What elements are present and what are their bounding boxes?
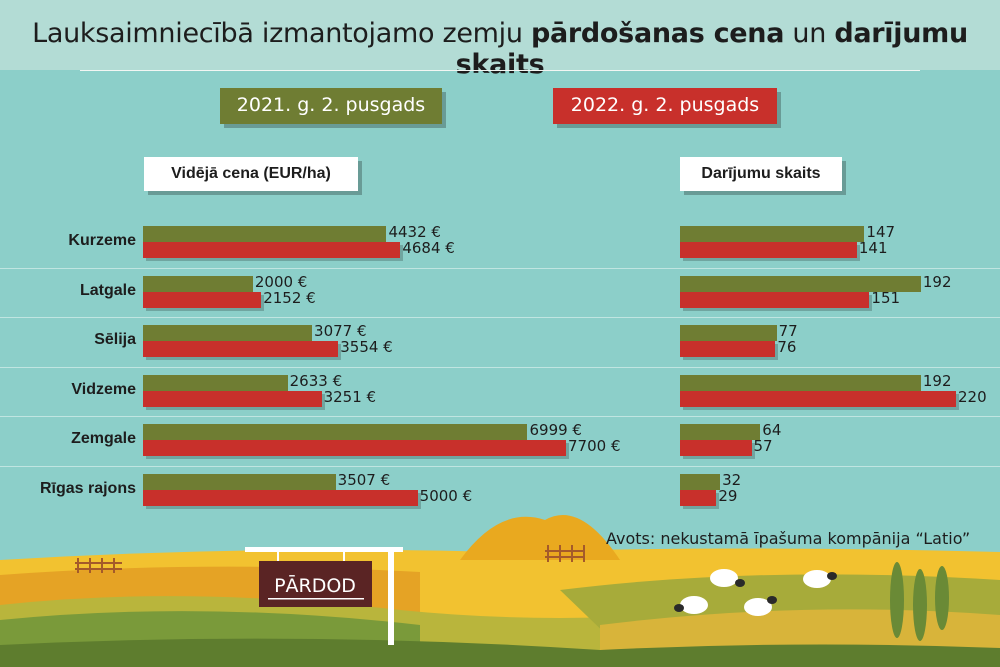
deals-value-2022-vidzeme: 220	[958, 387, 987, 406]
deals-bar-2021-rīgas-rajons	[680, 474, 721, 490]
deals-bar-2022-zemgale	[680, 440, 752, 457]
deals-value-2022-sēlija: 76	[777, 338, 797, 357]
price-bar-2022-kurzeme	[143, 242, 401, 258]
deals-bar-2022-latgale	[680, 291, 870, 308]
haystack-hills	[460, 515, 620, 560]
trees	[890, 562, 949, 641]
deals-value-2021-zemgale: 64	[762, 421, 782, 440]
title-bold-2: darījumu skaits	[455, 18, 969, 80]
price-value-2022-kurzeme: 4684 €	[402, 239, 455, 257]
title-bold-1: pārdošanas cena	[530, 18, 785, 49]
price-value-2022-sēlija: 3554 €	[340, 338, 393, 357]
deals-value-2021-vidzeme: 192	[922, 371, 952, 390]
title-text-2: un	[784, 18, 835, 49]
price-value-2021-rīgas-rajons: 3507 €	[337, 471, 391, 489]
row-divider	[0, 317, 1000, 319]
region-label-vidzeme: Vidzeme	[71, 380, 136, 398]
sheep-3	[674, 596, 708, 614]
price-bar-2022-latgale	[143, 291, 262, 308]
row-divider	[0, 466, 1000, 467]
deals-bar-2021-vidzeme	[680, 374, 921, 391]
deals-bar-2021-kurzeme	[680, 226, 865, 242]
row-divider	[0, 267, 1000, 269]
sign-text: PĀRDOD	[274, 573, 356, 597]
price-value-2021-vidzeme: 2633 €	[289, 371, 343, 390]
price-value-2022-rīgas-rajons: 5000 €	[419, 487, 473, 505]
deals-bar-2022-sēlija	[680, 341, 776, 358]
region-label-rīgas-rajons: Rīgas rajons	[39, 480, 136, 497]
price-bar-2021-rīgas-rajons	[143, 474, 336, 490]
price-chart-title: Vidējā cena (EUR/ha)	[144, 157, 358, 191]
price-bar-2021-kurzeme	[143, 226, 387, 242]
source-note: Avots: nekustamā īpašuma kompānija “Lati…	[606, 529, 971, 548]
price-bar-2022-sēlija	[143, 341, 339, 358]
title-divider	[80, 70, 920, 71]
region-label-latgale: Latgale	[79, 281, 136, 299]
deals-value-2021-sēlija: 77	[778, 322, 798, 341]
deals-bar-2022-kurzeme	[680, 242, 857, 258]
sheep-4	[744, 596, 777, 616]
title-text-1: Lauksaimniecībā izmantojamo zemju	[32, 18, 531, 49]
price-value-2021-zemgale: 6999 €	[529, 421, 582, 440]
row-divider	[0, 366, 1000, 368]
for-sale-signpost	[245, 547, 403, 645]
deals-bar-2021-latgale	[680, 275, 921, 292]
price-value-2021-sēlija: 3077 €	[314, 322, 367, 341]
deals-value-2021-rīgas-rajons: 32	[722, 471, 742, 489]
legend-2022: 2022. g. 2. pusgads	[553, 88, 777, 124]
region-label-zemgale: Zemgale	[71, 430, 136, 448]
region-label-sēlija: Sēlija	[94, 331, 136, 349]
deals-value-2022-rīgas-rajons: 29	[718, 487, 738, 505]
deals-bar-2022-rīgas-rajons	[680, 490, 717, 506]
price-value-2022-zemgale: 7700 €	[568, 437, 621, 456]
deals-chart-title: Darījumu skaits	[680, 157, 842, 191]
price-bar-2021-latgale	[143, 275, 253, 292]
deals-bar-2021-sēlija	[680, 325, 777, 342]
legend-2021: 2021. g. 2. pusgads	[220, 88, 442, 124]
price-value-2022-latgale: 2152 €	[263, 288, 316, 307]
page-title: Lauksaimniecībā izmantojamo zemju pārdoš…	[0, 18, 1000, 80]
price-bar-2022-rīgas-rajons	[143, 490, 418, 506]
deals-value-2022-zemgale: 57	[753, 437, 773, 456]
title-band	[0, 0, 1000, 70]
deals-value-2021-latgale: 192	[922, 272, 952, 291]
price-bar-2022-vidzeme	[143, 390, 322, 407]
price-bar-2022-zemgale	[143, 440, 566, 457]
price-bar-2021-zemgale	[143, 424, 528, 441]
price-bar-2021-sēlija	[143, 325, 313, 342]
fence-left	[75, 558, 122, 573]
deals-value-2022-latgale: 151	[871, 288, 901, 307]
fence-right	[545, 545, 585, 562]
price-value-2021-latgale: 2000 €	[254, 272, 308, 291]
sheep-2	[803, 570, 837, 588]
price-value-2022-vidzeme: 3251 €	[323, 387, 377, 406]
deals-value-2021-kurzeme: 147	[866, 223, 896, 241]
price-bar-2021-vidzeme	[143, 374, 288, 391]
price-value-2021-kurzeme: 4432 €	[388, 223, 441, 241]
deals-value-2022-kurzeme: 141	[858, 239, 888, 257]
deals-bar-2022-vidzeme	[680, 390, 956, 407]
sheep-1	[710, 569, 745, 587]
deals-bar-2021-zemgale	[680, 424, 761, 441]
row-divider	[0, 416, 1000, 418]
region-label-kurzeme: Kurzeme	[68, 232, 136, 249]
